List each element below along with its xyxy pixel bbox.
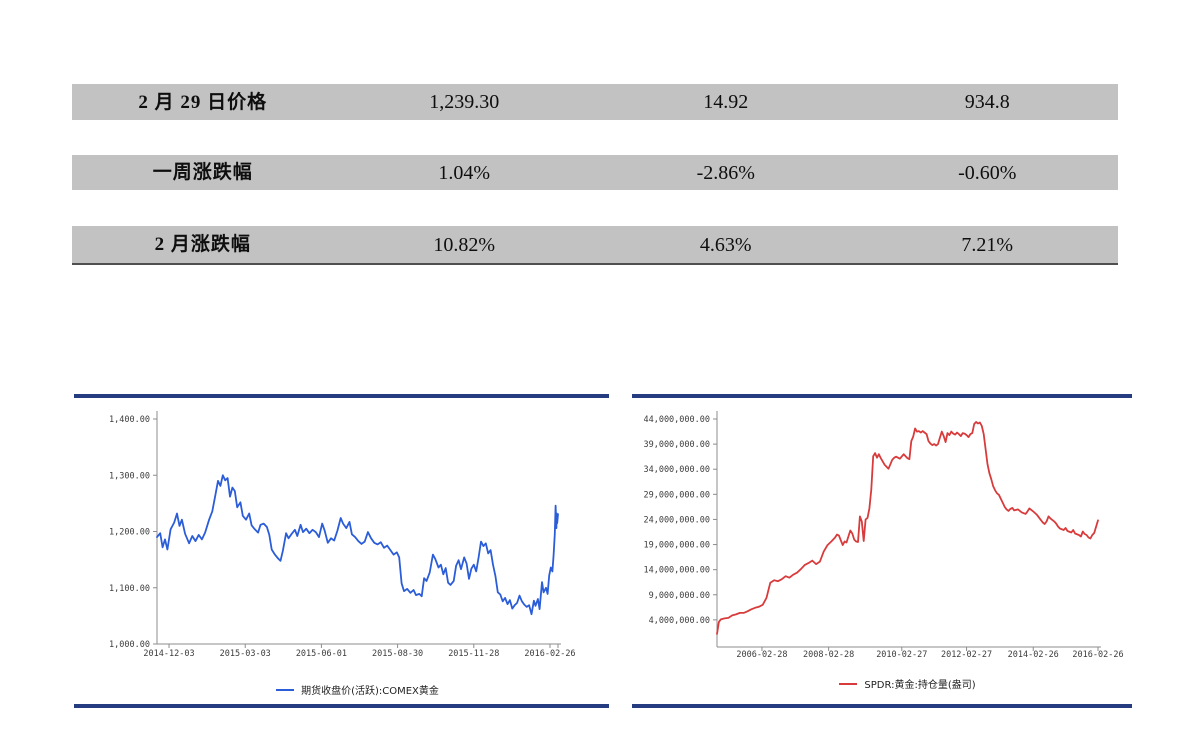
table-cell-gold: 10.82% bbox=[433, 233, 496, 256]
table-cell-silver: 14.92 bbox=[703, 91, 749, 113]
spdr-gold-holdings-chart: 44,000,000.00 39,000,000.00 34,000,000.00 2… bbox=[632, 394, 1132, 708]
y-tick-label: 1,100.00 bbox=[109, 584, 150, 594]
series-line bbox=[716, 421, 1099, 635]
y-tick-label: 1,200.00 bbox=[109, 528, 150, 538]
row-label: 2 月 29 日价格 bbox=[138, 91, 268, 113]
legend-label: SPDR:黄金:持仓量(盎司) bbox=[864, 680, 976, 691]
y-tick-label: 24,000,000.00 bbox=[643, 515, 710, 525]
y-tick-label: 1,300.00 bbox=[109, 471, 150, 481]
x-tick-label: 2006-02-28 bbox=[736, 650, 787, 660]
x-tick-label: 2016-02-26 bbox=[1072, 650, 1123, 660]
x-tick-label: 2012-02-27 bbox=[941, 650, 992, 660]
table-cell-platinum: 934.8 bbox=[964, 91, 1010, 113]
x-tick-label: 2015-08-30 bbox=[372, 649, 423, 659]
y-tick-label: 39,000,000.00 bbox=[643, 440, 710, 450]
x-tick-label: 2008-02-28 bbox=[803, 650, 854, 660]
legend-line-marker bbox=[839, 682, 858, 685]
y-tick-label: 29,000,000.00 bbox=[643, 490, 710, 500]
y-tick-label: 19,000,000.00 bbox=[643, 541, 710, 551]
chart-canvas: 44,000,000.00 39,000,000.00 34,000,000.00 2… bbox=[643, 411, 1124, 660]
table-row-month-change: 2 月涨跌幅 10.82% 4.63% 7.21% bbox=[72, 226, 1118, 265]
x-tick-label: 2016-02-26 bbox=[524, 649, 575, 659]
row-label: 2 月涨跌幅 bbox=[154, 234, 251, 255]
chart-legend: SPDR:黄金:持仓量(盎司) bbox=[717, 676, 1098, 691]
x-tick-label: 2015-11-28 bbox=[448, 649, 499, 659]
table-cell-platinum: -0.60% bbox=[958, 161, 1017, 184]
table-row-price: 2 月 29 日价格 1,239.30 14.92 934.8 bbox=[72, 84, 1118, 120]
y-tick-label: 1,400.00 bbox=[109, 415, 150, 425]
x-tick-label: 2015-03-03 bbox=[220, 649, 271, 659]
x-tick-label: 2010-02-27 bbox=[876, 650, 927, 660]
series-line bbox=[156, 474, 559, 616]
row-label: 一周涨跌幅 bbox=[152, 162, 253, 183]
legend-label: 期货收盘价(活跃):COMEX黄金 bbox=[301, 686, 439, 697]
table-row-week-change: 一周涨跌幅 1.04% -2.86% -0.60% bbox=[72, 155, 1118, 190]
x-tick-label: 2015-06-01 bbox=[296, 649, 347, 659]
table-cell-silver: 4.63% bbox=[699, 233, 752, 256]
x-tick-label: 2014-02-26 bbox=[1008, 650, 1059, 660]
table-cell-silver: -2.86% bbox=[696, 161, 755, 184]
y-tick-label: 4,000,000.00 bbox=[649, 616, 710, 626]
legend-line-marker bbox=[276, 688, 295, 691]
comex-gold-price-chart: 1,400.00 1,300.00 1,200.00 1,100.00 1,000.00… bbox=[74, 394, 609, 708]
chart-canvas: 1,400.00 1,300.00 1,200.00 1,100.00 1,000.00… bbox=[109, 411, 576, 659]
y-tick-label: 14,000,000.00 bbox=[643, 566, 710, 576]
y-tick-label: 1,000.00 bbox=[109, 640, 150, 650]
table-cell-platinum: 7.21% bbox=[961, 233, 1014, 256]
y-tick-label: 44,000,000.00 bbox=[643, 415, 710, 425]
y-tick-label: 9,000,000.00 bbox=[649, 591, 710, 601]
y-tick-label: 34,000,000.00 bbox=[643, 465, 710, 475]
table-cell-gold: 1,239.30 bbox=[429, 91, 500, 113]
chart-legend: 期货收盘价(活跃):COMEX黄金 bbox=[157, 682, 558, 697]
x-tick-label: 2014-12-03 bbox=[143, 649, 194, 659]
table-cell-gold: 1.04% bbox=[438, 161, 491, 184]
